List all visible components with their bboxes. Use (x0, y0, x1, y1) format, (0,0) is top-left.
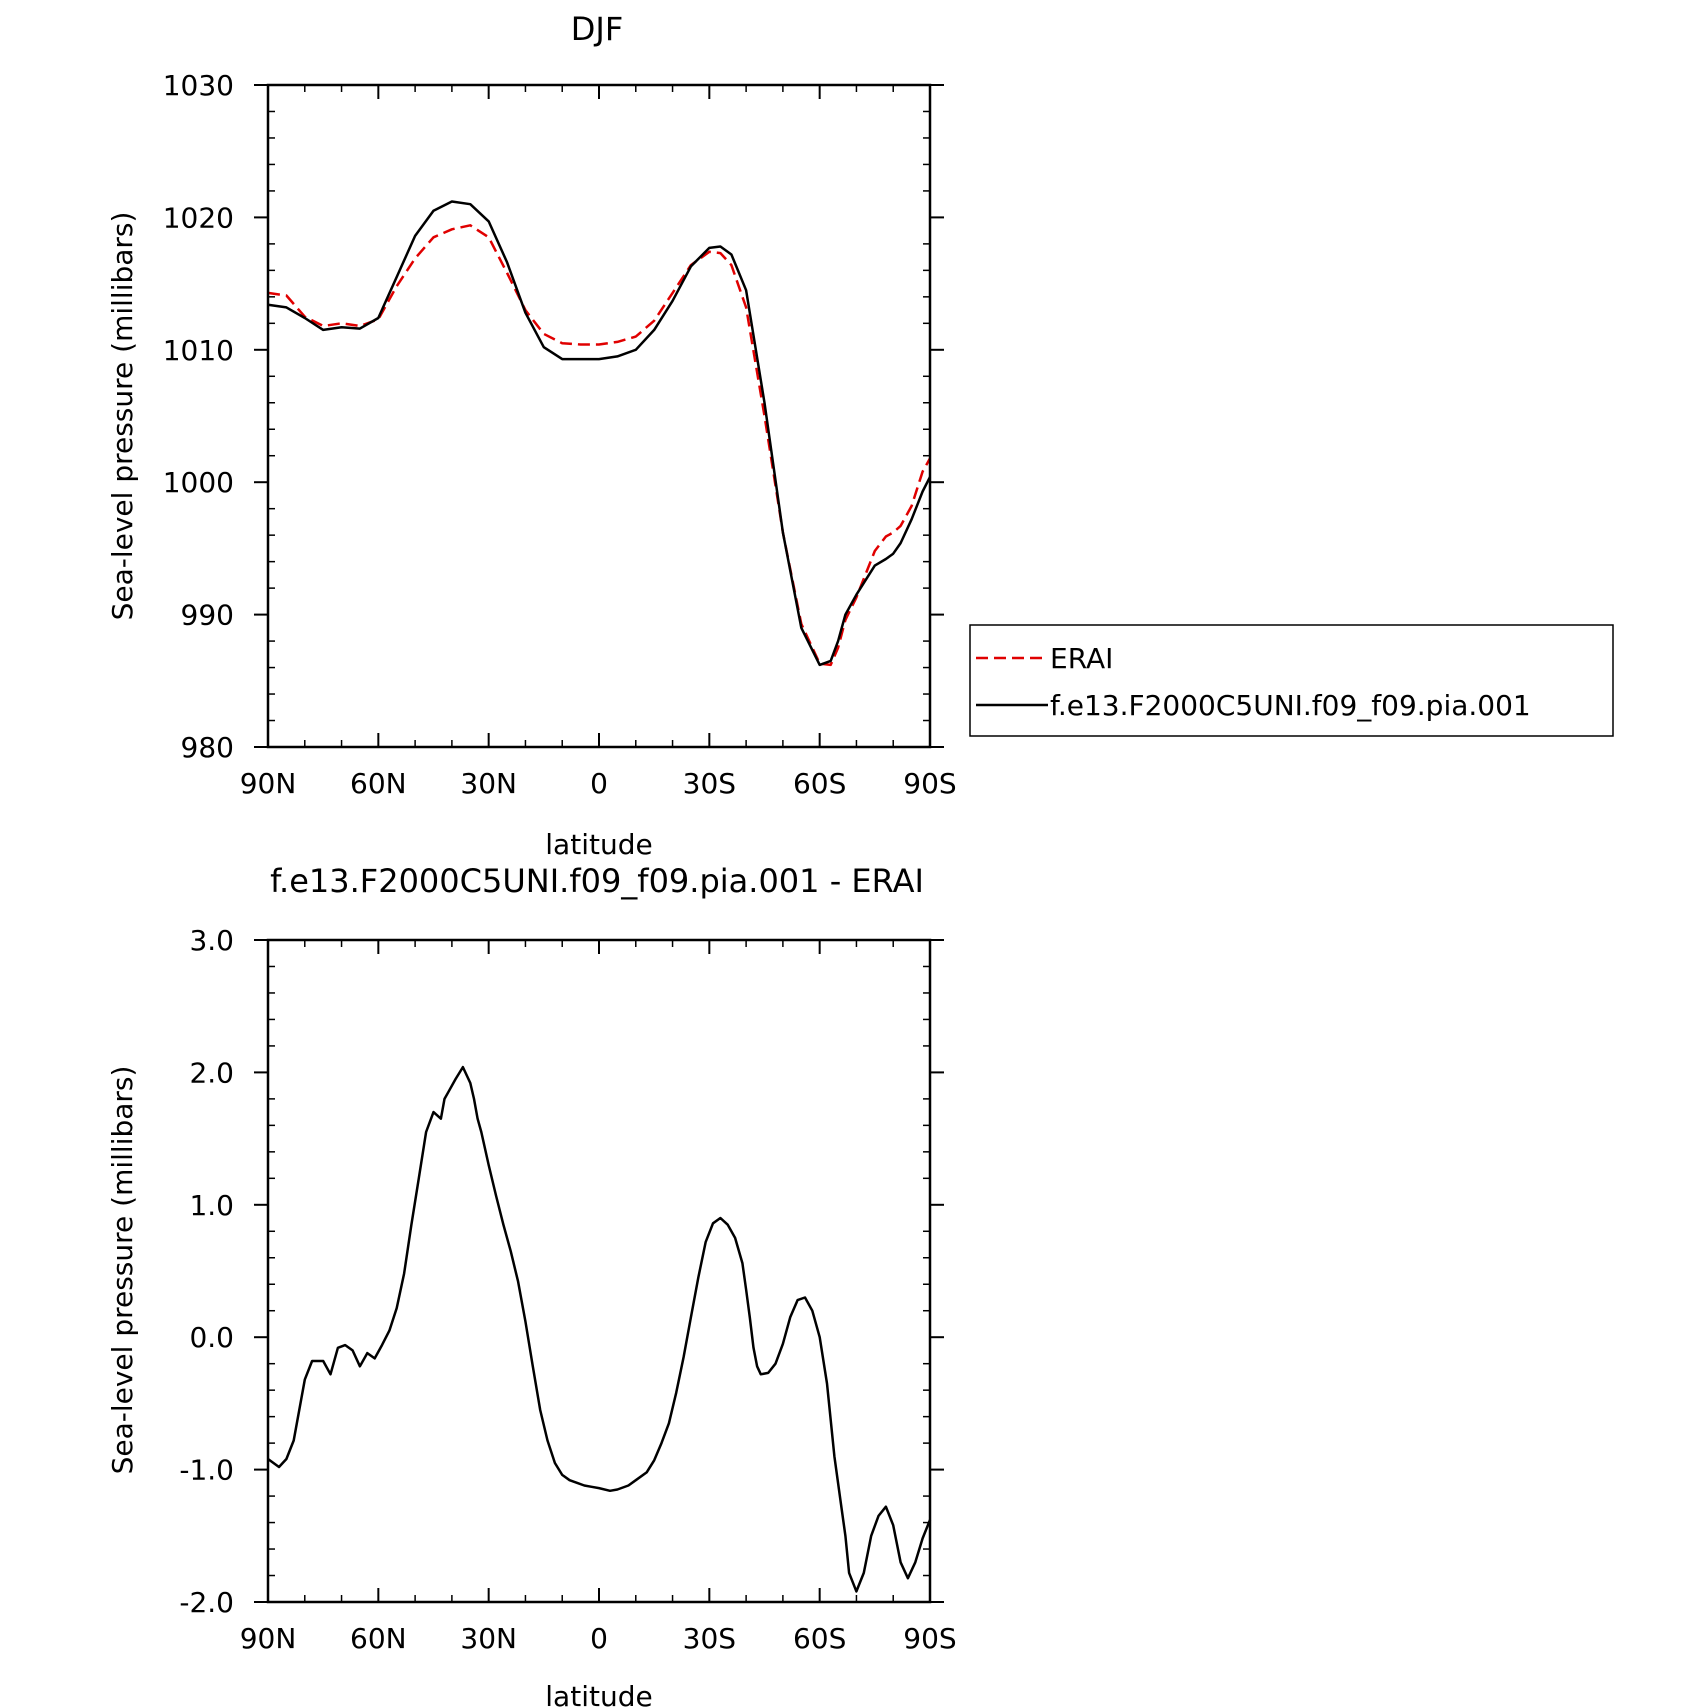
x-tick-label: 60N (350, 767, 407, 800)
top-panel-x-axis-label: latitude (545, 828, 652, 861)
bottom-panel: f.e13.F2000C5UNI.f09_f09.pia.001 - ERAI … (106, 862, 957, 1708)
top-panel-ticks: 90N 60N 30N 0 30S 60S 90S 980 990 1000 1010 1020 103… (163, 69, 957, 800)
bottom-panel-series (267, 1065, 932, 1593)
bottom-panel-ticks: 90N 60N 30N 0 30S 60S 90S -2.0 -1.0 0.0 1.0 2.0 3.0 (179, 924, 956, 1655)
x-tick-label: 30S (683, 767, 736, 800)
y-tick-label: 1020 (163, 201, 234, 234)
x-tick-label: 90S (903, 1622, 956, 1655)
y-tick-label: 1.0 (189, 1189, 234, 1222)
y-tick-label: 2.0 (189, 1056, 234, 1089)
y-tick-label: 3.0 (189, 924, 234, 957)
series-line-0 (267, 224, 932, 667)
bottom-panel-x-axis-label: latitude (545, 1680, 652, 1708)
x-tick-label: 90N (240, 1622, 297, 1655)
y-tick-label: 980 (181, 731, 234, 764)
y-tick-label: 1000 (163, 466, 234, 499)
y-tick-label: -2.0 (179, 1586, 234, 1619)
series-line-0 (267, 1065, 932, 1593)
legend: ERAI f.e13.F2000C5UNI.f09_f09.pia.001 (969, 624, 1614, 737)
y-tick-label: 1010 (163, 334, 234, 367)
x-tick-label: 60N (350, 1622, 407, 1655)
bottom-panel-frame (266, 938, 932, 1604)
x-tick-label: 30S (683, 1622, 736, 1655)
x-tick-label: 30N (460, 1622, 517, 1655)
top-panel-frame (266, 83, 932, 749)
x-tick-label: 0 (590, 1622, 608, 1655)
x-tick-label: 0 (590, 767, 608, 800)
bottom-panel-title: f.e13.F2000C5UNI.f09_f09.pia.001 - ERAI (270, 862, 924, 900)
x-tick-label: 60S (793, 1622, 846, 1655)
top-panel-title: DJF (571, 10, 623, 48)
y-tick-label: 990 (181, 599, 234, 632)
bottom-panel-y-axis-label: Sea-level pressure (millibars) (106, 1066, 139, 1475)
y-tick-label: 0.0 (189, 1321, 234, 1354)
top-panel-series (267, 200, 932, 667)
legend-box (969, 624, 1614, 737)
x-tick-label: 90S (903, 767, 956, 800)
top-panel: DJF 90N 60N 30N 0 30S 60S 90S 980 990 1000 1010 102… (106, 10, 957, 861)
x-tick-label: 30N (460, 767, 517, 800)
legend-label-model: f.e13.F2000C5UNI.f09_f09.pia.001 (1050, 689, 1531, 722)
top-panel-y-axis-label: Sea-level pressure (millibars) (106, 212, 139, 621)
legend-label-erai: ERAI (1050, 642, 1113, 675)
y-tick-label: 1030 (163, 69, 234, 102)
x-tick-label: 60S (793, 767, 846, 800)
series-line-1 (267, 200, 932, 667)
y-tick-label: -1.0 (179, 1454, 234, 1487)
x-tick-label: 90N (240, 767, 297, 800)
